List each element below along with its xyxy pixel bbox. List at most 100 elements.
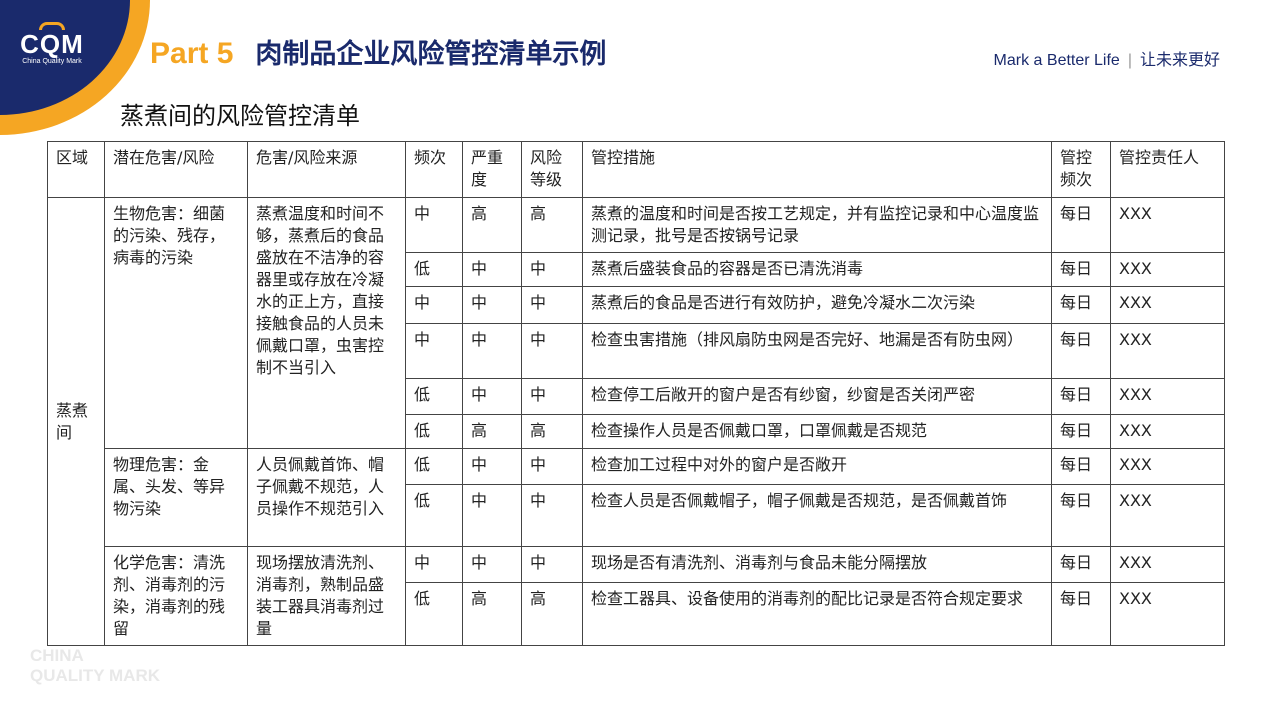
- measure-cell: 现场是否有清洗剂、消毒剂与食品未能分隔摆放: [582, 545, 1052, 584]
- watermark-line: CHINA: [30, 646, 84, 665]
- freq-cell: 中: [405, 197, 463, 253]
- ctrl-cell: 每日: [1051, 582, 1111, 646]
- measure-cell: 检查虫害措施（排风扇防虫网是否完好、地漏是否有防虫网）: [582, 323, 1052, 379]
- column-header: 区域: [47, 141, 105, 198]
- sev-cell: 中: [462, 545, 522, 584]
- measure-cell: 检查人员是否佩戴帽子，帽子佩戴是否规范，是否佩戴首饰: [582, 484, 1052, 547]
- ctrl-cell: 每日: [1051, 197, 1111, 253]
- freq-cell: 低: [405, 414, 463, 449]
- level-cell: 中: [521, 378, 583, 415]
- measure-cell: 蒸煮的温度和时间是否按工艺规定，并有监控记录和中心温度监测记录，批号是否按锅号记…: [582, 197, 1052, 253]
- level-cell: 中: [521, 323, 583, 379]
- sev-cell: 高: [462, 582, 522, 646]
- level-cell: 中: [521, 286, 583, 324]
- sev-cell: 中: [462, 484, 522, 547]
- risk-control-table: 区域 潜在危害/风险 危害/风险来源 频次 严重度 风险等级 管控措施 管控频次 管控责任人 蒸煮…: [47, 141, 1225, 646]
- slogan-en: Mark a Better Life: [993, 52, 1120, 69]
- measure-cell: 检查加工过程中对外的窗户是否敞开: [582, 448, 1052, 485]
- sev-cell: 中: [462, 378, 522, 415]
- owner-cell: XXX: [1110, 448, 1225, 485]
- column-header: 频次: [405, 141, 463, 198]
- table-row: 化学危害：清洗剂、消毒剂的污染，消毒剂的残留 现场摆放清洗剂、消毒剂，熟制品盛装工…: [48, 545, 1225, 646]
- slogan-cn: 让未来更好: [1139, 52, 1220, 69]
- level-cell: 中: [521, 545, 583, 584]
- freq-cell: 中: [405, 286, 463, 324]
- level-cell: 高: [521, 197, 583, 253]
- table-row: 中中中检查虫害措施（排风扇防虫网是否完好、地漏是否有防虫网） 每日 XXX: [48, 323, 1225, 379]
- crown-icon: [39, 22, 65, 30]
- column-header: 潜在危害/风险: [104, 141, 248, 198]
- owner-cell: XXX: [1110, 378, 1225, 415]
- part-label: Part 5: [150, 37, 234, 70]
- owner-cell: XXX: [1110, 545, 1225, 584]
- cqm-logo: CQM China Quality Mark: [12, 22, 92, 67]
- freq-cell: 低: [405, 378, 463, 415]
- measure-cell: 蒸煮后盛装食品的容器是否已清洗消毒: [582, 252, 1052, 287]
- ctrl-cell: 每日: [1051, 414, 1111, 449]
- table-row: 低中中检查人员是否佩戴帽子，帽子佩戴是否规范，是否佩戴首饰 每日 XXX: [48, 484, 1225, 547]
- owner-cell: XXX: [1110, 582, 1225, 646]
- watermark: CHINA QUALITY MARK: [30, 646, 160, 686]
- section-subtitle: 蒸煮间的风险管控清单: [120, 102, 360, 130]
- measure-cell: 检查工器具、设备使用的消毒剂的配比记录是否符合规定要求: [582, 582, 1052, 646]
- level-cell: 高: [521, 582, 583, 646]
- column-header: 管控频次: [1051, 141, 1111, 198]
- column-header: 严重度: [462, 141, 522, 198]
- level-cell: 中: [521, 252, 583, 287]
- slogan-separator: |: [1127, 52, 1132, 69]
- sev-cell: 中: [462, 448, 522, 485]
- logo-text: CQM: [20, 29, 84, 59]
- ctrl-cell: 每日: [1051, 545, 1111, 584]
- owner-cell: XXX: [1110, 484, 1225, 547]
- level-cell: 中: [521, 448, 583, 485]
- hazard-cell: 物理危害：金属、头发、等异物污染: [104, 448, 248, 547]
- ctrl-cell: 每日: [1051, 378, 1111, 415]
- column-header: 管控措施: [582, 141, 1052, 198]
- slogan: Mark a Better Life | 让未来更好: [994, 46, 1220, 70]
- ctrl-cell: 每日: [1051, 484, 1111, 547]
- table-row: 低高高检查工器具、设备使用的消毒剂的配比记录是否符合规定要求 每日 XXX: [48, 582, 1225, 646]
- ctrl-cell: 每日: [1051, 286, 1111, 324]
- column-header: 风险等级: [521, 141, 583, 198]
- owner-cell: XXX: [1110, 323, 1225, 379]
- measure-cell: 检查停工后敞开的窗户是否有纱窗，纱窗是否关闭严密: [582, 378, 1052, 415]
- table-row: 低高高检查操作人员是否佩戴口罩，口罩佩戴是否规范 每日 XXX: [48, 414, 1225, 449]
- table-row: 物理危害：金属、头发、等异物污染 人员佩戴首饰、帽子佩戴不规范，人员操作不规范引入…: [48, 448, 1225, 547]
- table-row: 中中中蒸煮后的食品是否进行有效防护，避免冷凝水二次污染 每日 XXX: [48, 286, 1225, 324]
- measure-cell: 检查操作人员是否佩戴口罩，口罩佩戴是否规范: [582, 414, 1052, 449]
- level-cell: 高: [521, 414, 583, 449]
- sev-cell: 中: [462, 323, 522, 379]
- source-cell: 现场摆放清洗剂、消毒剂，熟制品盛装工器具消毒剂过量: [247, 546, 406, 646]
- watermark-line: QUALITY MARK: [30, 666, 161, 685]
- column-header: 管控责任人: [1110, 141, 1225, 198]
- source-cell: 蒸煮温度和时间不够，蒸煮后的食品盛放在不洁净的容器里或存放在冷凝水的正上方，直接…: [247, 197, 406, 449]
- freq-cell: 中: [405, 545, 463, 584]
- sev-cell: 中: [462, 286, 522, 324]
- measure-cell: 蒸煮后的食品是否进行有效防护，避免冷凝水二次污染: [582, 286, 1052, 324]
- ctrl-cell: 每日: [1051, 448, 1111, 485]
- sev-cell: 中: [462, 252, 522, 287]
- owner-cell: XXX: [1110, 252, 1225, 287]
- column-header: 危害/风险来源: [247, 141, 406, 198]
- source-cell: 人员佩戴首饰、帽子佩戴不规范，人员操作不规范引入: [247, 448, 406, 547]
- sev-cell: 高: [462, 197, 522, 253]
- table-row: 低中中检查停工后敞开的窗户是否有纱窗，纱窗是否关闭严密 每日 XXX: [48, 378, 1225, 415]
- table-row: 蒸煮间 生物危害：细菌的污染、残存，病毒的污染 蒸煮温度和时间不够，蒸煮后的食品盛放…: [47, 197, 1225, 646]
- logo-subtext: China Quality Mark: [22, 58, 82, 65]
- table-header-row: 区域 潜在危害/风险 危害/风险来源 频次 严重度 风险等级 管控措施 管控频次 管控责任人: [47, 141, 1225, 198]
- owner-cell: XXX: [1110, 286, 1225, 324]
- freq-cell: 低: [405, 252, 463, 287]
- page-title: Part 5 肉制品企业风险管控清单示例: [150, 32, 606, 71]
- hazard-cell: 化学危害：清洗剂、消毒剂的污染，消毒剂的残留: [104, 546, 248, 646]
- sev-cell: 高: [462, 414, 522, 449]
- owner-cell: XXX: [1110, 197, 1225, 253]
- level-cell: 中: [521, 484, 583, 547]
- freq-cell: 低: [405, 448, 463, 485]
- hazard-cell: 生物危害：细菌的污染、残存，病毒的污染: [104, 197, 248, 449]
- freq-cell: 低: [405, 582, 463, 646]
- ctrl-cell: 每日: [1051, 252, 1111, 287]
- title-text: 肉制品企业风险管控清单示例: [255, 39, 607, 69]
- ctrl-cell: 每日: [1051, 323, 1111, 379]
- area-cell: 蒸煮间: [47, 197, 105, 646]
- freq-cell: 中: [405, 323, 463, 379]
